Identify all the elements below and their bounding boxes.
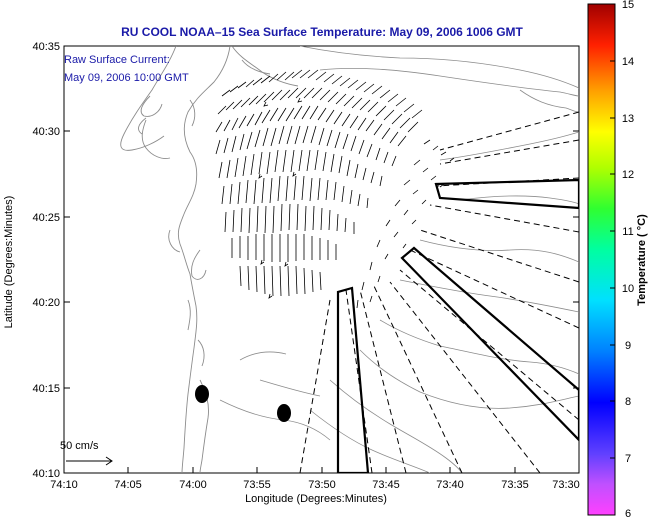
x-tick-label: 74:00	[179, 479, 207, 491]
bathymetry-contours	[219, 46, 579, 473]
radar-site-marker	[195, 385, 209, 403]
x-tick-label: 73:45	[372, 479, 400, 491]
x-tick-label: 74:10	[50, 479, 78, 491]
colorbar-tick-label: 9	[625, 340, 631, 352]
scale-arrow	[66, 456, 113, 466]
colorbar-tick-label: 13	[622, 113, 634, 125]
colorbar-tick-label: 11	[622, 226, 633, 238]
scale-label: 50 cm/s	[60, 440, 99, 452]
x-tick-label: 73:35	[501, 479, 529, 491]
colorbar-tick-labels: 15 14 13 12 11 10 9 8 7 6	[622, 0, 634, 519]
colorbar-tick-label: 7	[625, 453, 631, 465]
y-tick-label: 40:15	[32, 383, 60, 395]
x-tick-label: 73:50	[308, 479, 336, 491]
x-tick-labels: 74:10 74:05 74:00 73:55 73:50 73:45 73:4…	[50, 479, 580, 491]
y-tick-label: 40:30	[32, 126, 60, 138]
colorbar-label: Temperature ( °C)	[636, 214, 648, 306]
legend-line-1: Raw Surface Current:	[64, 54, 170, 66]
y-tick-label: 40:25	[32, 212, 60, 224]
x-tick-label: 73:55	[243, 479, 271, 491]
y-tick-label: 40:10	[32, 468, 60, 480]
plot-area	[63, 45, 580, 474]
colorbar-tick-label: 12	[622, 169, 634, 181]
colorbar-tick-label: 10	[622, 283, 634, 295]
radar-site-marker	[277, 404, 291, 422]
colorbar-ticks	[610, 60, 615, 459]
x-tick-label: 73:30	[552, 479, 580, 491]
x-axis	[63, 467, 580, 473]
y-axis	[64, 45, 579, 474]
y-tick-label: 40:35	[32, 41, 60, 53]
y-tick-labels: 40:35 40:30 40:25 40:20 40:15 40:10	[32, 41, 60, 480]
y-tick-label: 40:20	[32, 297, 60, 309]
colorbar-tick-label: 14	[622, 56, 634, 68]
colorbar-tick-label: 6	[625, 508, 631, 519]
map-title: RU COOL NOAA–15 Sea Surface Temperature:…	[121, 25, 523, 39]
x-tick-label: 74:05	[114, 479, 142, 491]
colorbar-tick-label: 15	[622, 0, 634, 11]
colorbar-tick-label: 8	[625, 396, 631, 408]
colorbar	[587, 3, 616, 516]
corridor-polygons	[336, 178, 579, 473]
legend-line-2: May 09, 2006 10:00 GMT	[64, 72, 189, 84]
y-axis-label: Latitude (Degrees:Minutes)	[3, 196, 15, 329]
surface-current-vectors	[215, 69, 455, 309]
x-tick-label: 73:40	[436, 479, 464, 491]
x-axis-label: Longitude (Degrees:Minutes)	[245, 493, 387, 505]
